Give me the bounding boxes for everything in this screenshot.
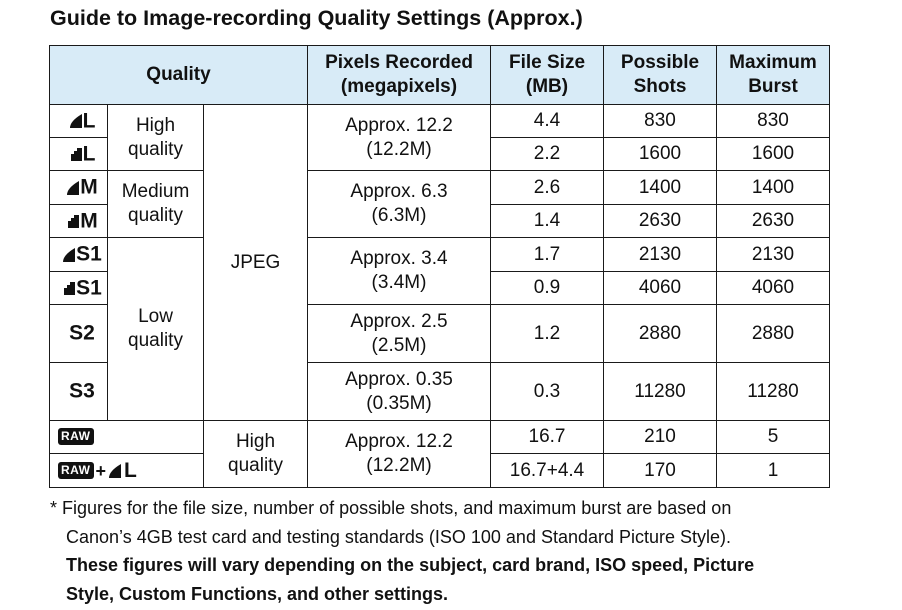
- possible-shots-cell: 2630: [603, 204, 717, 238]
- table-row: S1 0.9 4060 4060: [49, 271, 830, 305]
- max-burst-cell: 2880: [716, 304, 830, 363]
- footnote-line: Canon’s 4GB test card and testing standa…: [66, 526, 732, 547]
- burst-header: Maximum Burst: [716, 45, 830, 105]
- possible-shots-cell: 4060: [603, 271, 717, 305]
- fine-large-icon: L: [49, 104, 108, 138]
- possible-shots-cell: 2880: [603, 304, 717, 363]
- pixels-s1: Approx. 3.4 (3.4M): [307, 237, 491, 305]
- normal-large-icon: L: [49, 137, 108, 171]
- filesize-header: File Size (MB): [490, 45, 604, 105]
- possible-shots-cell: 210: [603, 420, 717, 454]
- page-title: Guide to Image-recording Quality Setting…: [50, 6, 583, 30]
- footnote-line: * Figures for the file size, number of p…: [50, 498, 732, 518]
- table-row: L 2.2 1600 1600: [49, 137, 830, 171]
- table-row: S2 Approx. 2.5 (2.5M) 1.2 2880 2880: [49, 304, 830, 363]
- s2-icon: S2: [49, 304, 108, 363]
- table-row: S3 Approx. 0.35 (0.35M) 0.3 11280 11280: [49, 362, 830, 421]
- max-burst-cell: 1: [716, 453, 830, 488]
- possible-shots-cell: 170: [603, 453, 717, 488]
- raw-plus-large-icon-cell: RAW + L: [49, 453, 204, 488]
- quality-header: Quality: [49, 45, 308, 105]
- pixels-header: Pixels Recorded (megapixels): [307, 45, 491, 105]
- s3-icon: S3: [49, 362, 108, 421]
- file-size-cell: 4.4: [490, 104, 604, 138]
- pixels-s2: Approx. 2.5 (2.5M): [307, 304, 491, 363]
- table-row: L High quality JPEG Approx. 12.2 (12.2M) 4…: [49, 104, 830, 421]
- raw-high-quality-label: High quality: [203, 420, 308, 488]
- max-burst-cell: 2130: [716, 237, 830, 272]
- table-row: RAW + L 16.7+4.4 170 1: [49, 453, 830, 488]
- normal-s1-icon: S1: [49, 271, 108, 305]
- max-burst-cell: 830: [716, 104, 830, 138]
- jpeg-label: JPEG: [203, 104, 308, 421]
- possible-shots-cell: 2130: [603, 237, 717, 272]
- file-size-cell: 2.2: [490, 137, 604, 171]
- quality-table: Quality Pixels Recorded (megapixels) File…: [49, 45, 830, 488]
- plus-sign: +: [95, 460, 107, 481]
- fine-s1-icon: S1: [49, 237, 108, 272]
- file-size-cell: 16.7: [490, 420, 604, 454]
- file-size-cell: 2.6: [490, 170, 604, 205]
- footnote-emphasis: These figures will vary depending on the…: [66, 555, 755, 575]
- table-row: S1 Low quality Approx. 3.4 (3.4M) 1.7 2130…: [49, 237, 830, 421]
- file-size-cell: 0.9: [490, 271, 604, 305]
- possible-shots-cell: 830: [603, 104, 717, 138]
- possible-shots-cell: 1400: [603, 170, 717, 205]
- footnote-emphasis: Style, Custom Functions, and other setti…: [66, 583, 449, 604]
- file-size-cell: 1.4: [490, 204, 604, 238]
- medium-quality-label: Medium quality: [107, 170, 204, 238]
- pixels-raw: Approx. 12.2 (12.2M): [307, 420, 491, 488]
- possible-shots-cell: 11280: [603, 362, 717, 421]
- file-size-cell: 1.7: [490, 237, 604, 272]
- max-burst-cell: 11280: [716, 362, 830, 421]
- max-burst-cell: 4060: [716, 271, 830, 305]
- fine-large-icon: [109, 463, 122, 478]
- pixels-s3: Approx. 0.35 (0.35M): [307, 362, 491, 421]
- low-quality-label: Low quality: [107, 237, 204, 421]
- file-size-cell: 1.2: [490, 304, 604, 363]
- table-row: M Medium quality Approx. 6.3 (6.3M) 2.6 14…: [49, 170, 830, 238]
- max-burst-cell: 5: [716, 420, 830, 454]
- max-burst-cell: 1400: [716, 170, 830, 205]
- pixels-large: Approx. 12.2 (12.2M): [307, 104, 491, 171]
- high-quality-label: High quality: [107, 104, 204, 171]
- file-size-cell: 0.3: [490, 362, 604, 421]
- max-burst-cell: 2630: [716, 204, 830, 238]
- pixels-medium: Approx. 6.3 (6.3M): [307, 170, 491, 238]
- footnote: * Figures for the file size, number of p…: [50, 494, 870, 608]
- max-burst-cell: 1600: [716, 137, 830, 171]
- raw-icon-cell: RAW: [49, 420, 204, 454]
- table-row: M 1.4 2630 2630: [49, 204, 830, 238]
- raw-icon: RAW: [58, 462, 94, 480]
- table-row: RAW High quality Approx. 12.2 (12.2M) 16.7…: [49, 420, 830, 488]
- fine-medium-icon: M: [49, 170, 108, 205]
- file-size-cell: 16.7+4.4: [490, 453, 604, 488]
- normal-medium-icon: M: [49, 204, 108, 238]
- shots-header: Possible Shots: [603, 45, 717, 105]
- possible-shots-cell: 1600: [603, 137, 717, 171]
- header-row: Quality Pixels Recorded (megapixels) File…: [49, 45, 830, 105]
- raw-icon: RAW: [58, 428, 94, 446]
- large-label: L: [124, 458, 137, 482]
